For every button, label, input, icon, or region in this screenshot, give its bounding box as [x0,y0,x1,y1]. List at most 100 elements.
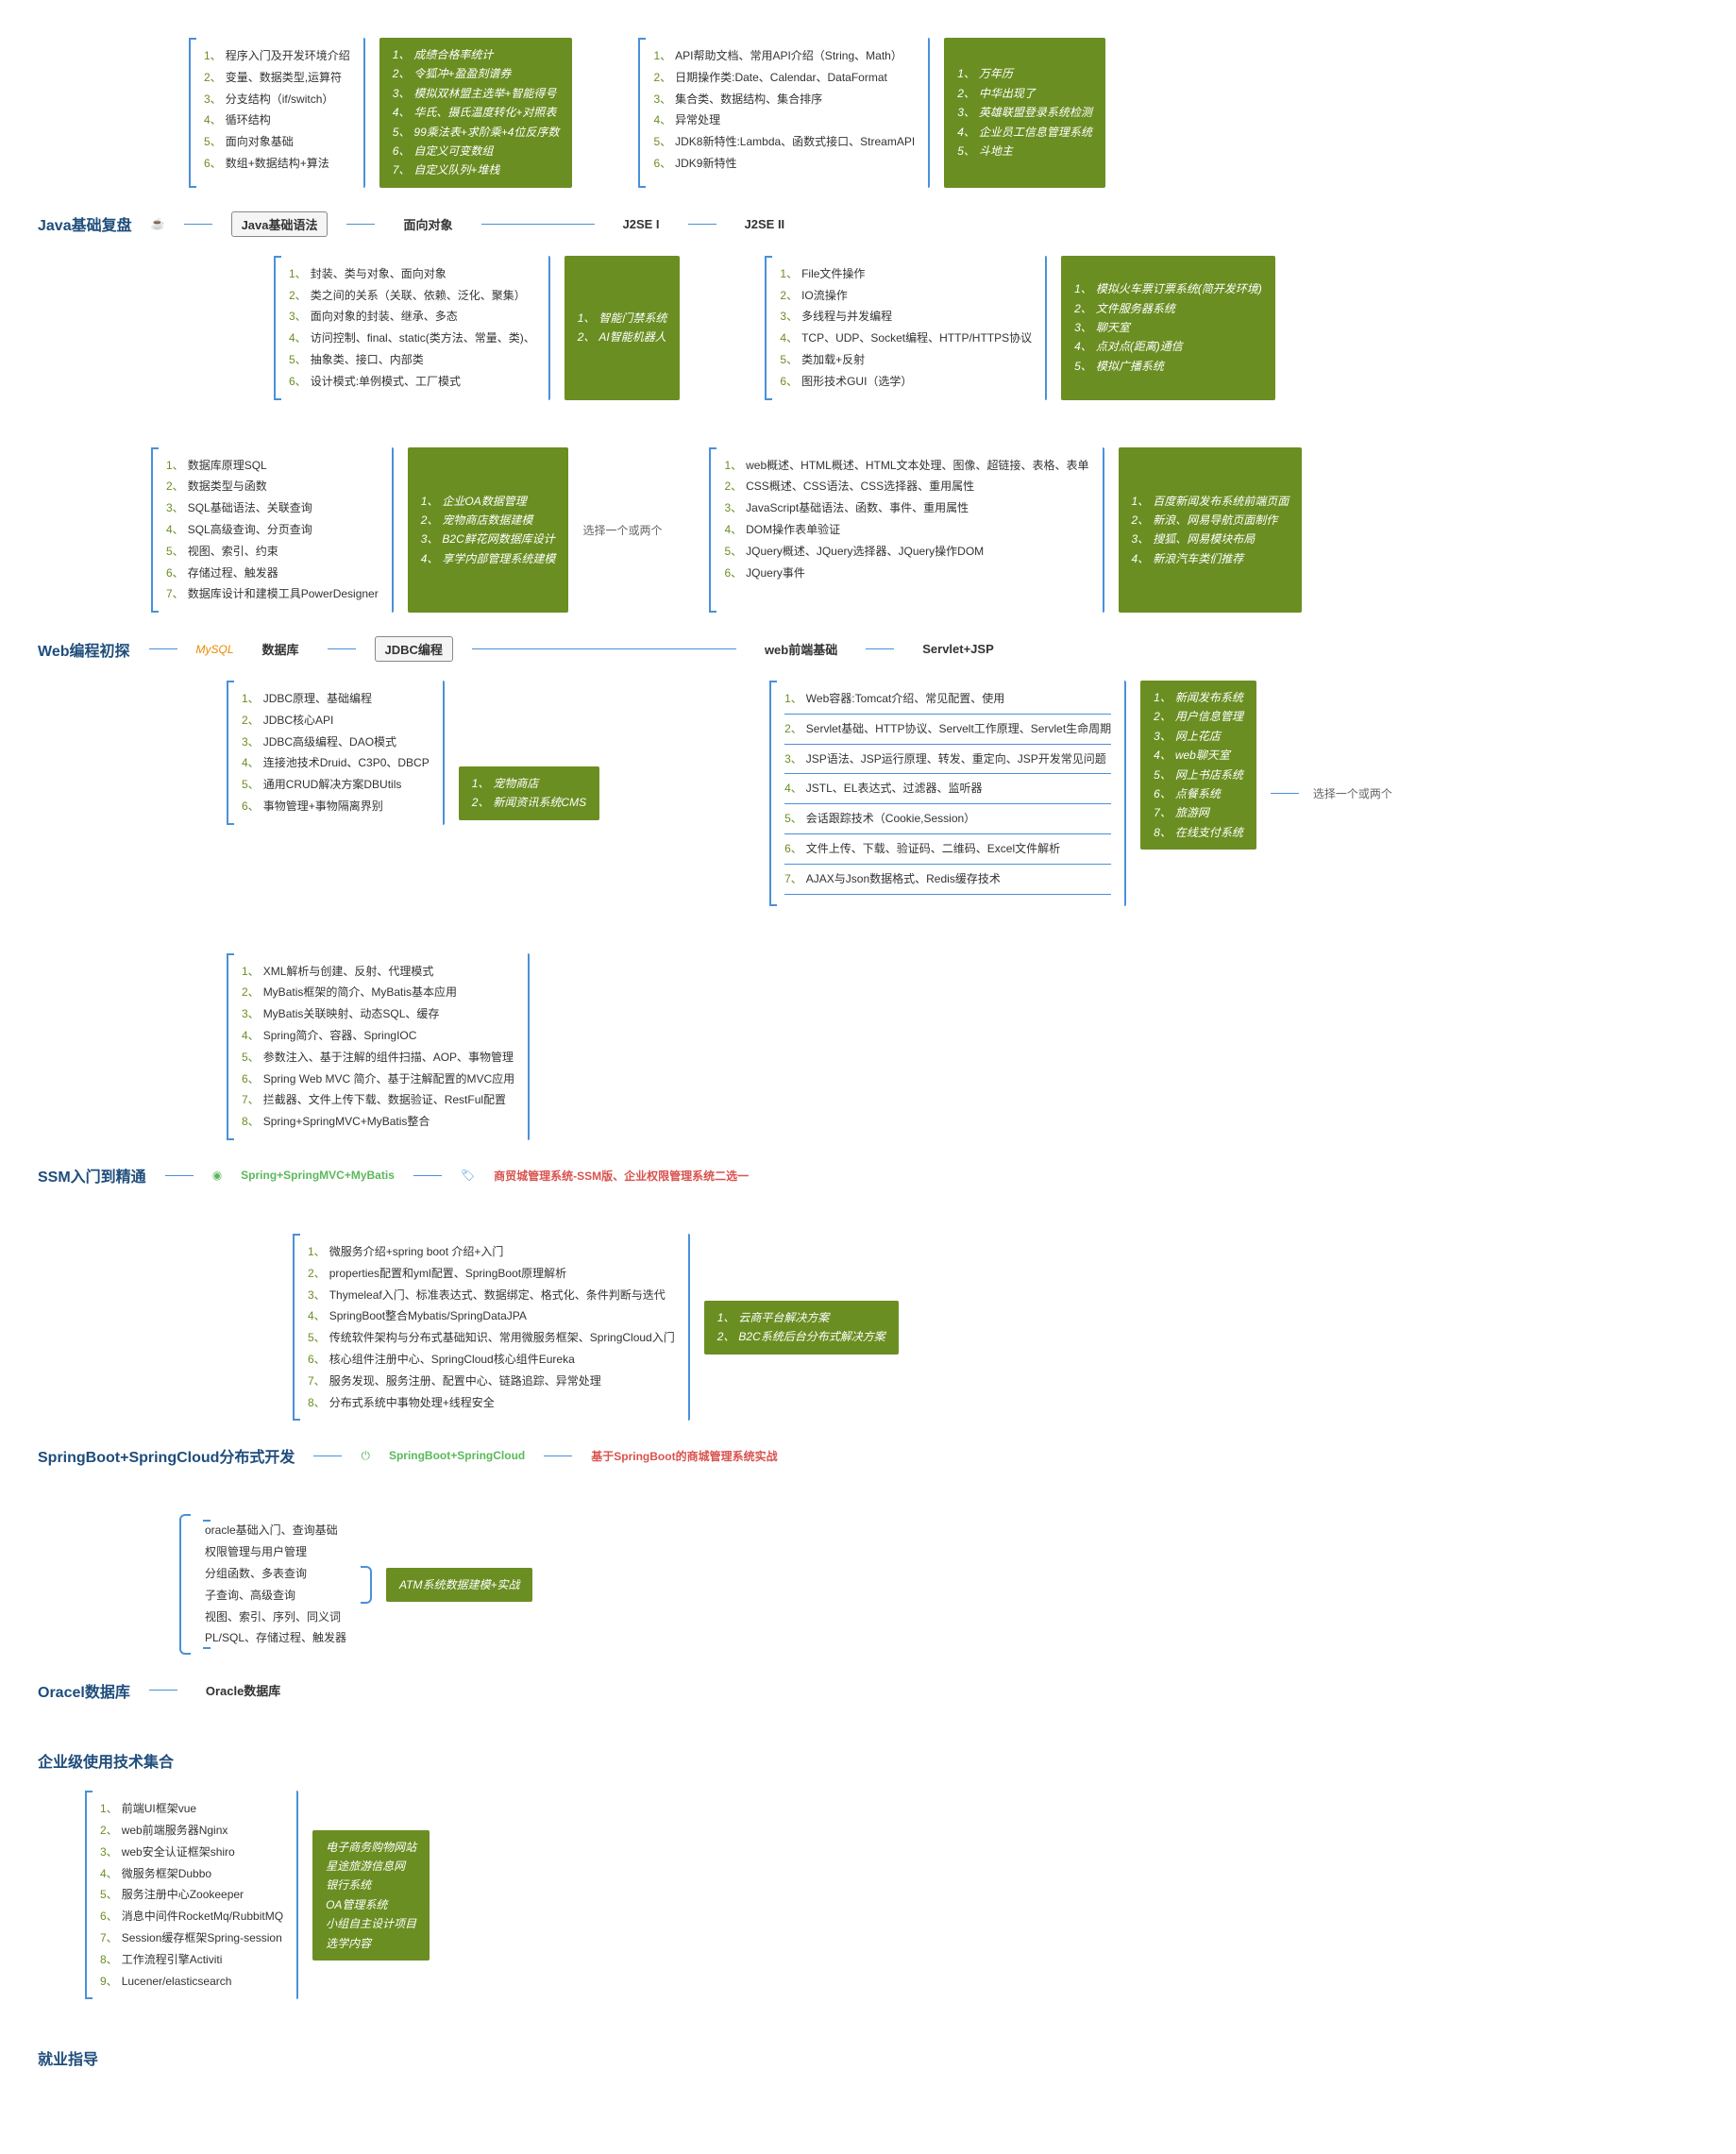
item-number: 8、 [242,1115,260,1128]
list-item: 1、前端UI框架vue [100,1798,283,1820]
node-j2se2[interactable]: J2SE II [735,214,795,234]
list-jdbc: 1、JDBC原理、基础编程2、JDBC核心API3、JDBC高级编程、DAO模式… [227,681,445,825]
list-item: 7、服务发现、服务注册、配置中心、链路追踪、异常处理 [308,1371,675,1392]
item-text: 类加载+反射 [801,353,865,366]
node-db[interactable]: 数据库 [253,637,309,661]
item-number: 3、 [1074,321,1092,334]
list-item: 6、设计模式:单例模式、工厂模式 [289,371,535,393]
item-text: 工作流程引擎Activiti [122,1953,223,1966]
item-number: 4、 [166,523,184,536]
item-text: 程序入门及开发环境介绍 [226,49,350,62]
item-text: 成绩合格率统计 [413,48,493,61]
list-item: 1、数据库原理SQL [166,455,379,477]
node-ssm[interactable]: Spring+SpringMVC+MyBatis [241,1169,395,1182]
item-text: 网上花店 [1175,730,1221,743]
list-item: 3、MyBatis关联映射、动态SQL、缓存 [242,1003,514,1025]
section-ssm: 1、XML解析与创建、反射、代理模式2、MyBatis框架的简介、MyBatis… [38,953,1698,1186]
item-number: 2、 [653,71,671,84]
item-text: 中华出现了 [979,87,1036,100]
item-number: 7、 [100,1931,118,1944]
item-text: 99乘法表+求阶乘+4位反序数 [413,126,559,139]
list-item: 6、事物管理+事物隔离界别 [242,796,430,817]
item-text: 令狐冲+盈盈刻谱券 [413,67,511,80]
list-item: 4、异常处理 [653,109,915,131]
item-text: 华氏、摄氏温度转化+对照表 [413,106,556,119]
item-text: 异常处理 [675,113,720,126]
item-text: 视图、索引、约束 [188,545,278,558]
node-sbc[interactable]: SpringBoot+SpringCloud [389,1449,525,1462]
title-oracle: Oracel数据库 [38,1679,130,1702]
item-number: 3、 [393,87,411,100]
list-item: 5、会话跟踪技术（Cookie,Session） [784,808,1111,834]
list-item: 3、Thymeleaf入门、标准表达式、数据绑定、格式化、条件判断与迭代 [308,1285,675,1306]
section-enterprise: 企业级使用技术集合 1、前端UI框架vue2、web前端服务器Nginx3、we… [38,1749,1698,1999]
item-number: 7、 [242,1093,260,1106]
proj-db: 1、企业OA数据管理2、宠物商店数据建模3、B2C鲜花网数据库设计4、享学内部管… [408,447,569,614]
list-item: 8、分布式系统中事物处理+线程安全 [308,1392,675,1414]
list-item: 8、Spring+SpringMVC+MyBatis整合 [242,1111,514,1133]
proj-j2se2: 1、模拟火车票订票系统(简开发环境)2、文件服务器系统3、聊天室4、点对点(距离… [1061,256,1275,400]
list-item: 2、变量、数据类型,运算符 [204,67,350,89]
item-text: 旅游网 [1175,806,1209,819]
item-text: 斗地主 [979,144,1013,158]
list-item: 6、JQuery事件 [724,563,1088,584]
item-text: B2C鲜花网数据库设计 [442,532,554,546]
item-number: 7、 [784,872,802,885]
item-text: 百度新闻发布系统前端页面 [1153,495,1289,508]
item-number: 4、 [957,126,975,139]
choose-label-1: 选择一个或两个 [582,522,662,538]
list-item: 5、类加载+反射 [780,349,1032,371]
node-jdbc[interactable]: JDBC编程 [375,636,453,662]
item-text: TCP、UDP、Socket编程、HTTP/HTTPS协议 [801,331,1032,345]
node-j2se1[interactable]: J2SE I [614,214,669,234]
item-number: 1、 [100,1802,118,1815]
item-number: 4、 [1132,552,1150,565]
list-servlet: 1、Web容器:Tomcat介绍、常见配置、使用2、Servlet基础、HTTP… [769,681,1126,906]
item-text: 服务发现、服务注册、配置中心、链路追踪、异常处理 [329,1374,601,1388]
item-number: 1、 [717,1311,735,1324]
item-text: 图形技术GUI（选学） [801,375,912,388]
list-item: 4、连接池技术Druid、C3P0、DBCP [242,752,430,774]
title-career: 就业指导 [38,2046,98,2069]
node-webfront[interactable]: web前端基础 [755,637,847,661]
item-number: 6、 [308,1353,326,1366]
node-oop[interactable]: 面向对象 [394,212,462,236]
item-number: 5、 [653,135,671,148]
list-item: 3、多线程与并发编程 [780,306,1032,328]
item-text: Servlet基础、HTTP协议、Servelt工作原理、Servlet生命周期 [806,722,1111,735]
list-item: 2、中华出现了 [957,84,1092,103]
item-text: Session缓存框架Spring-session [122,1931,282,1944]
list-item: 4、web聊天室 [1154,746,1243,765]
item-text: 消息中间件RocketMq/RubbitMQ [122,1910,283,1923]
item-number: 5、 [1154,768,1171,782]
item-text: 多线程与并发编程 [801,310,892,323]
item-number: 8、 [100,1953,118,1966]
item-number: 1、 [653,49,671,62]
list-item: 2、宠物商店数据建模 [421,511,556,530]
list-springboot: 1、微服务介绍+spring boot 介绍+入门2、properties配置和… [293,1234,690,1421]
item-number: 4、 [421,552,439,565]
proj-ent: 电子商务购物网站星途旅游信息网银行系统OA管理系统小组自主设计项目选学内容 [312,1830,430,1960]
node-servlet[interactable]: Servlet+JSP [913,639,1003,659]
item-text: IO流操作 [801,289,848,302]
item-number: 5、 [289,353,307,366]
list-item: oracle基础入门、查询基础 [205,1520,346,1541]
item-number: 1、 [784,692,802,705]
node-oracle[interactable]: Oracle数据库 [196,1678,290,1702]
list-item: 小组自主设计项目 [326,1914,416,1933]
item-text: AJAX与Json数据格式、Redis缓存技术 [806,872,1001,885]
item-text: MyBatis框架的简介、MyBatis基本应用 [263,985,457,999]
item-text: Thymeleaf入门、标准表达式、数据绑定、格式化、条件判断与迭代 [329,1288,666,1302]
list-item: 6、Spring Web MVC 简介、基于注解配置的MVC应用 [242,1069,514,1090]
item-text: JDBC高级编程、DAO模式 [263,735,396,749]
list-item: 2、新闻资讯系统CMS [472,793,586,812]
item-text: 事物管理+事物隔离界别 [263,799,383,813]
node-java-syntax[interactable]: Java基础语法 [231,211,329,237]
item-text: 数据库原理SQL [188,459,267,472]
item-number: 2、 [166,480,184,493]
item-text: 模拟广播系统 [1096,360,1164,373]
list-item: 4、享学内部管理系统建模 [421,549,556,568]
item-text: 文件上传、下载、验证码、二维码、Excel文件解析 [806,842,1060,855]
list-item: 2、JDBC核心API [242,710,430,732]
item-number: 4、 [1074,340,1092,353]
